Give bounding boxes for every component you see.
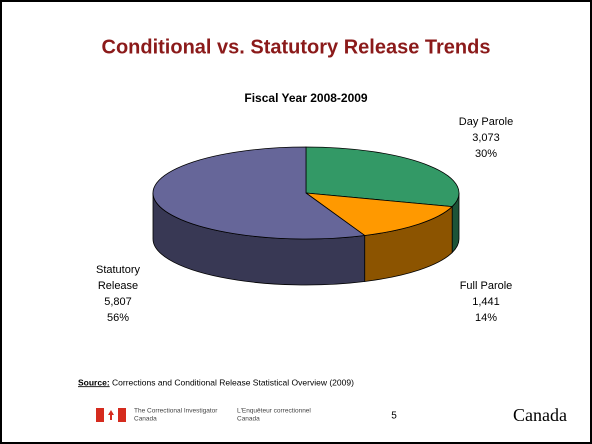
slice-label: Statutory	[96, 264, 141, 276]
footer-fr: Canada	[237, 416, 260, 423]
pie-slice	[304, 192, 454, 236]
slice-value: 3,073	[472, 132, 500, 144]
flag-bar	[118, 408, 126, 422]
chart-title: Fiscal Year 2008-2009	[244, 91, 368, 105]
slice-percent: 30%	[475, 148, 497, 160]
slice-label: Release	[98, 280, 138, 292]
source-label: Source:	[78, 377, 110, 387]
source-text: Corrections and Conditional Release Stat…	[112, 377, 354, 387]
slice-percent: 56%	[107, 312, 129, 324]
pie-tops	[152, 146, 460, 240]
footer-en: The Correctional Investigator	[134, 408, 218, 415]
pie-slice	[152, 146, 366, 240]
pie-slice	[305, 146, 460, 208]
flag-leaf	[108, 410, 114, 420]
wordmark: Canada	[513, 405, 567, 425]
slice-percent: 14%	[475, 312, 497, 324]
slice-label: Day Parole	[459, 116, 513, 128]
flag-bar	[96, 408, 104, 422]
page-number: 5	[391, 411, 397, 422]
slice-value: 1,441	[472, 296, 500, 308]
slice-value: 5,807	[104, 296, 132, 308]
slice-label: Full Parole	[460, 280, 513, 292]
footer-en: Canada	[134, 416, 157, 423]
flag	[96, 408, 126, 422]
slide-title: Conditional vs. Statutory Release Trends	[102, 36, 491, 58]
footer-fr: L'Enquêteur correctionnel	[237, 408, 311, 415]
